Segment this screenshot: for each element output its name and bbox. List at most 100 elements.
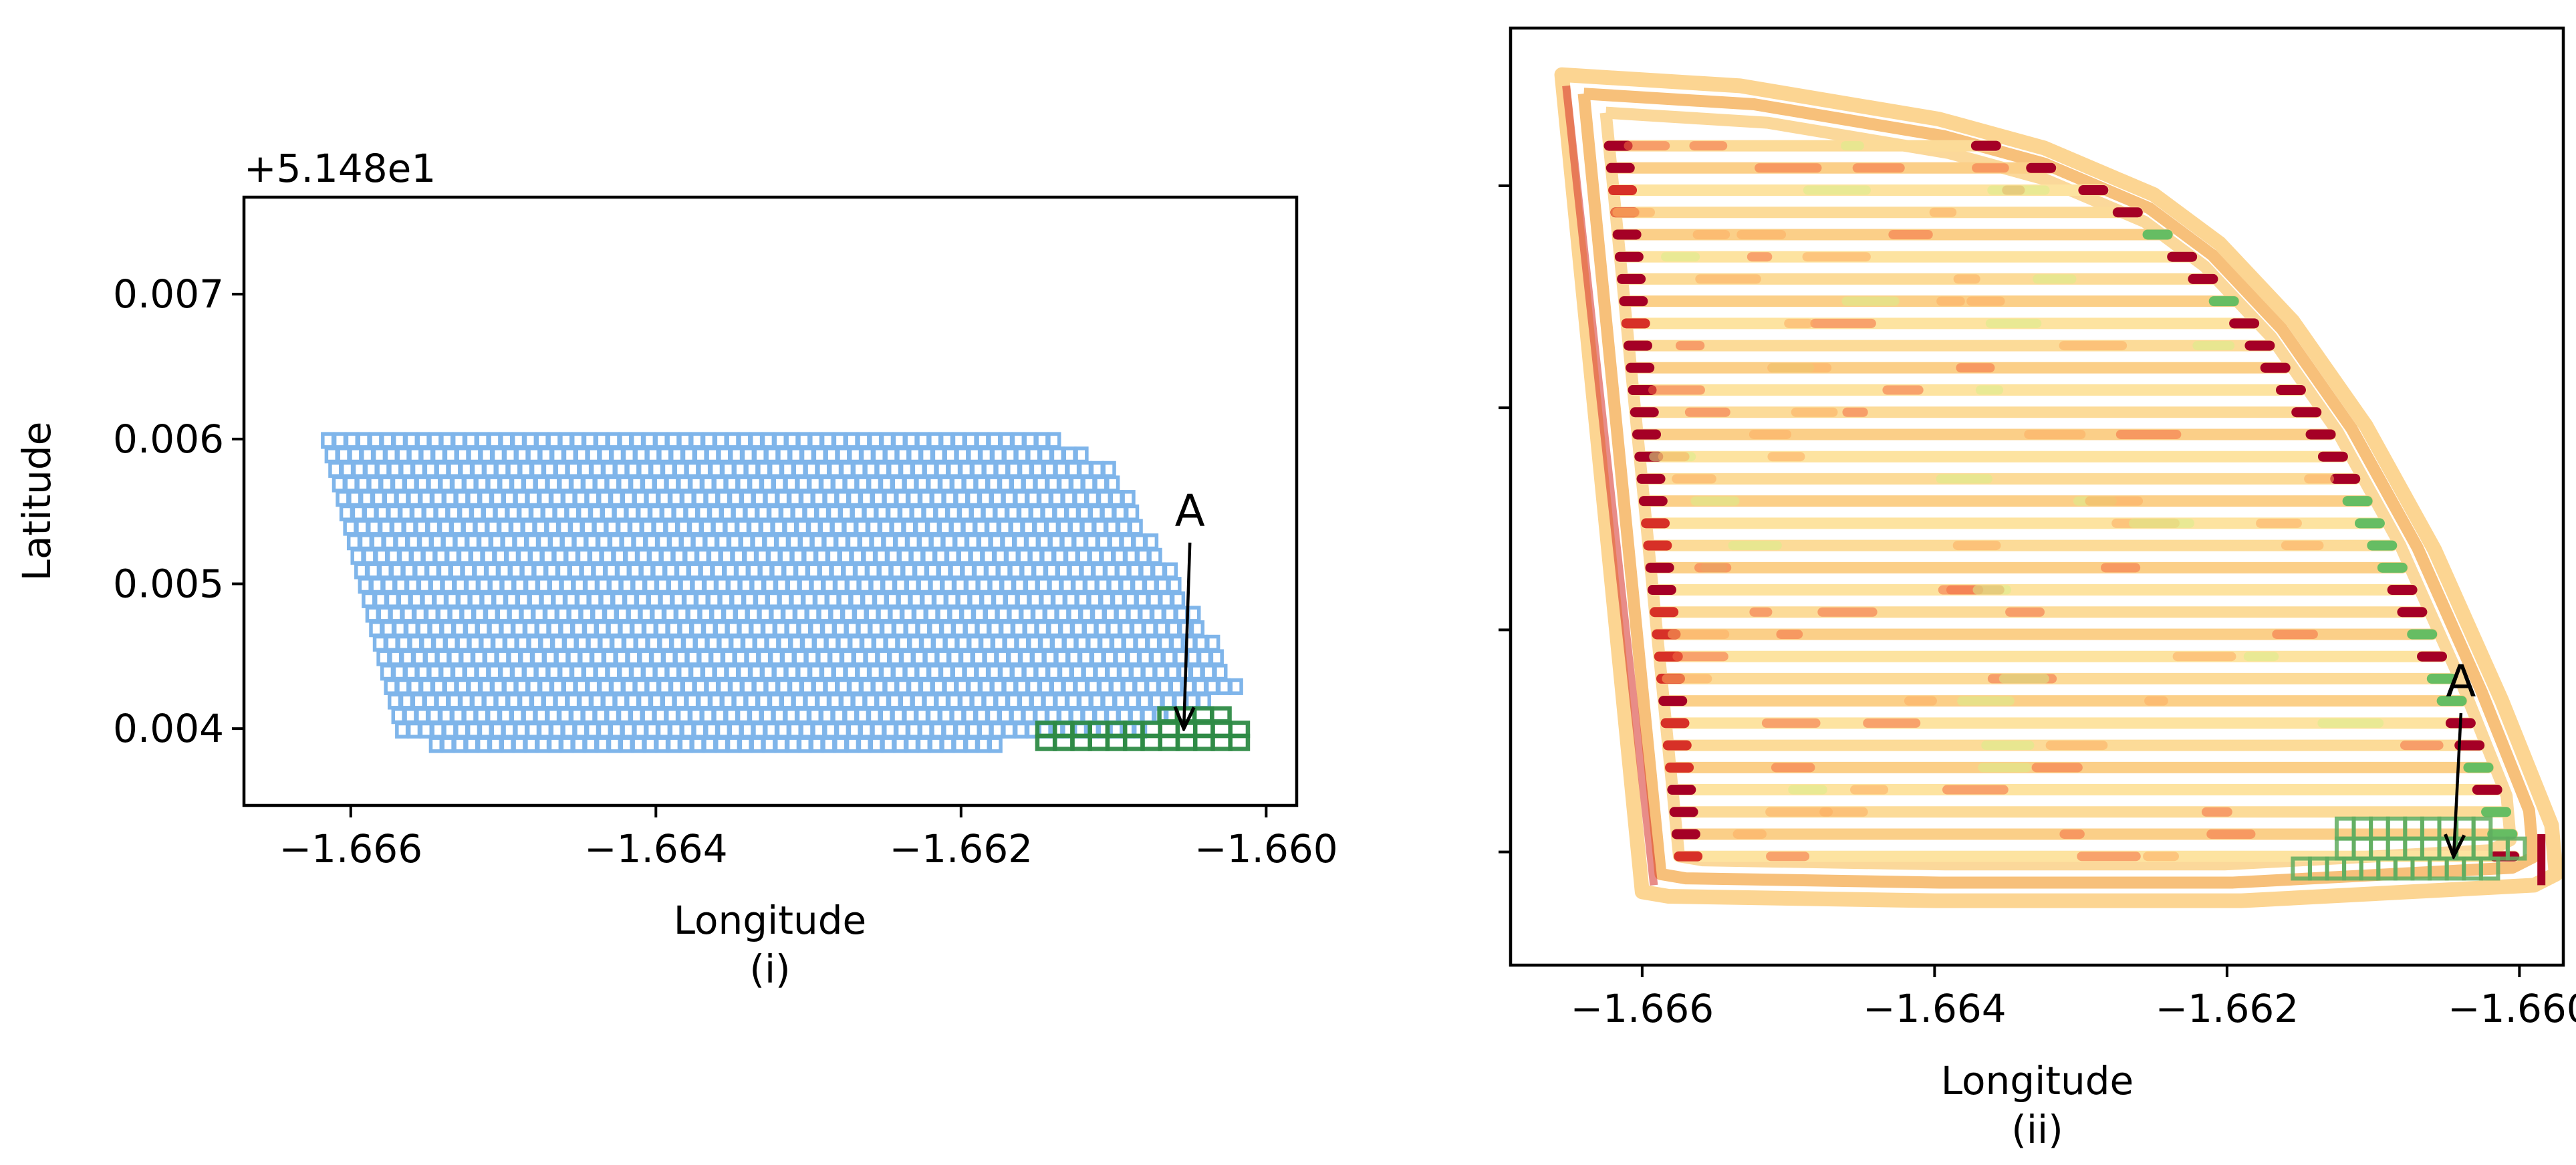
grid-cell <box>952 577 968 594</box>
grid-cell <box>877 606 892 623</box>
grid-cell <box>630 620 646 638</box>
grid-cell <box>442 490 457 507</box>
grid-cell <box>692 721 707 739</box>
grid-cell <box>904 736 920 753</box>
grid-cell <box>951 432 967 449</box>
grid-cell <box>1019 606 1035 623</box>
grid-cell <box>747 519 763 536</box>
grid-cell <box>1010 475 1025 493</box>
grid-cell <box>966 490 981 507</box>
grid-cell <box>950 519 964 536</box>
grid-cell <box>594 432 609 449</box>
grid-cell <box>758 606 773 623</box>
grid-cell <box>964 620 979 638</box>
grid-cell <box>490 721 505 739</box>
grid-cell <box>535 620 550 638</box>
grid-cell <box>521 562 535 579</box>
grid-cell <box>1150 649 1164 666</box>
grid-cell <box>344 475 358 493</box>
grid-cell <box>504 591 519 608</box>
grid-cell <box>380 664 395 681</box>
grid-cell <box>608 533 623 551</box>
grid-cell <box>876 649 891 666</box>
grid-cell <box>772 475 787 493</box>
grid-cell <box>674 606 689 623</box>
grid-cell <box>856 475 870 493</box>
grid-cell <box>1007 649 1022 666</box>
grid-cell <box>1001 533 1016 551</box>
grid-cell <box>919 678 934 695</box>
panel-i-y-axis-label: Latitude <box>14 422 59 581</box>
grid-cell <box>793 649 807 666</box>
grid-cell <box>771 519 786 536</box>
grid-cell <box>837 634 852 652</box>
grid-cell <box>1055 649 1069 666</box>
grid-cell <box>717 490 731 507</box>
panel-i-annotation-a: A <box>1175 485 1205 729</box>
grid-cell <box>427 475 442 493</box>
grid-cell <box>864 649 879 666</box>
grid-cell <box>734 606 749 623</box>
grid-cell <box>1089 692 1104 710</box>
grid-cell <box>958 692 973 710</box>
grid-cell <box>847 721 862 739</box>
grid-cell <box>751 577 765 594</box>
grid-cell <box>936 606 951 623</box>
grid-cell <box>483 692 497 710</box>
grid-cell <box>354 562 369 579</box>
grid-cell <box>681 446 696 464</box>
grid-cell <box>776 490 791 507</box>
grid-cell <box>766 591 781 608</box>
grid-cell <box>607 620 622 638</box>
grid-cell <box>517 547 532 565</box>
grid-cell <box>1085 490 1100 507</box>
grid-cell <box>451 664 467 681</box>
grid-cell <box>358 533 374 551</box>
grid-cell <box>618 475 632 493</box>
grid-cell <box>586 678 601 695</box>
grid-cell <box>717 678 732 695</box>
grid-cell <box>449 562 464 579</box>
grid-cell <box>1005 547 1020 565</box>
grid-cell <box>391 475 406 493</box>
grid-cell <box>566 461 581 478</box>
grid-cell <box>559 432 573 449</box>
grid-cell <box>957 547 972 565</box>
grid-cell <box>1068 562 1083 579</box>
grid-cell <box>789 634 804 652</box>
grid-cell <box>894 533 909 551</box>
grid-cell <box>685 692 700 710</box>
grid-cell <box>1066 461 1081 478</box>
grid-cell <box>911 461 926 478</box>
grid-cell <box>422 547 436 565</box>
grid-cell <box>933 547 948 565</box>
grid-cell <box>650 606 666 623</box>
grid-cell <box>898 504 913 521</box>
grid-cell <box>749 664 764 681</box>
grid-cell <box>396 634 411 652</box>
grid-cell <box>549 490 565 507</box>
grid-cell <box>704 721 719 739</box>
grid-cell <box>939 432 954 449</box>
grid-cell <box>397 591 412 608</box>
region-a-cell <box>1192 733 1215 751</box>
grid-cell <box>423 692 438 710</box>
grid-cell <box>971 461 985 478</box>
grid-cell <box>785 432 799 449</box>
grid-cell <box>542 692 557 710</box>
grid-cell <box>738 736 753 753</box>
grid-cell <box>475 664 490 681</box>
grid-cell <box>1120 577 1134 594</box>
grid-cell <box>652 519 667 536</box>
grid-cell <box>938 519 952 536</box>
grid-cell <box>1008 606 1023 623</box>
grid-cell <box>845 620 860 638</box>
grid-cell <box>594 664 609 681</box>
grid-cell <box>618 664 633 681</box>
grid-cell <box>1038 446 1053 464</box>
grid-cell <box>445 547 461 565</box>
grid-cell <box>463 432 479 449</box>
grid-cell <box>780 692 795 710</box>
grid-cell <box>746 606 761 623</box>
grid-cell <box>1136 547 1150 565</box>
